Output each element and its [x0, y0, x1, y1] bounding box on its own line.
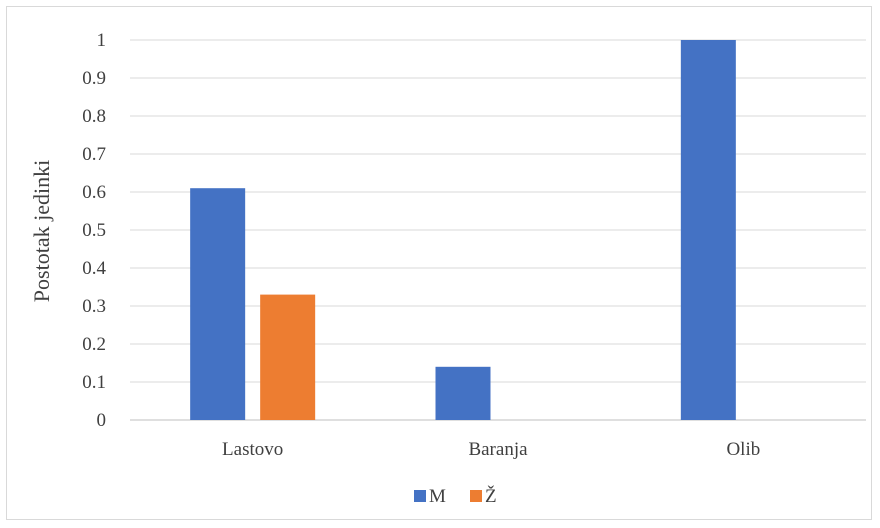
bar-z-lastovo: [260, 294, 316, 420]
y-tick-label: 0: [97, 410, 107, 431]
y-tick-label: 0.7: [82, 144, 106, 165]
y-tick-label: 0.1: [82, 372, 106, 393]
y-tick-label: 0.3: [82, 296, 106, 317]
bar-m-lastovo: [190, 188, 246, 420]
y-tick-label: 1: [97, 30, 107, 51]
y-tick-labels: 0 0.1 0.2 0.3 0.4 0.5 0.6 0.7 0.8 0.9 1: [82, 30, 106, 431]
y-tick-label: 0.8: [82, 106, 106, 127]
legend-label-m: M: [429, 486, 446, 507]
legend-label-z: Ž: [485, 485, 497, 507]
bars: [190, 40, 736, 420]
y-tick-label: 0.5: [82, 220, 106, 241]
gridlines: [130, 39, 866, 421]
y-tick-label: 0.4: [82, 258, 106, 279]
x-tick-label: Lastovo: [222, 439, 283, 460]
bar-m-baranja: [435, 366, 491, 420]
y-tick-label: 0.6: [82, 182, 106, 203]
x-tick-label: Olib: [726, 439, 760, 460]
legend-swatch-m: [414, 490, 426, 502]
x-tick-labels: Lastovo Baranja Olib: [222, 439, 760, 460]
y-axis-title: Postotak jedinki: [29, 160, 54, 302]
legend-swatch-z: [470, 490, 482, 502]
y-tick-label: 0.9: [82, 68, 106, 89]
bar-m-olib: [680, 40, 736, 420]
x-tick-label: Baranja: [468, 439, 528, 460]
y-tick-label: 0.2: [82, 334, 106, 355]
